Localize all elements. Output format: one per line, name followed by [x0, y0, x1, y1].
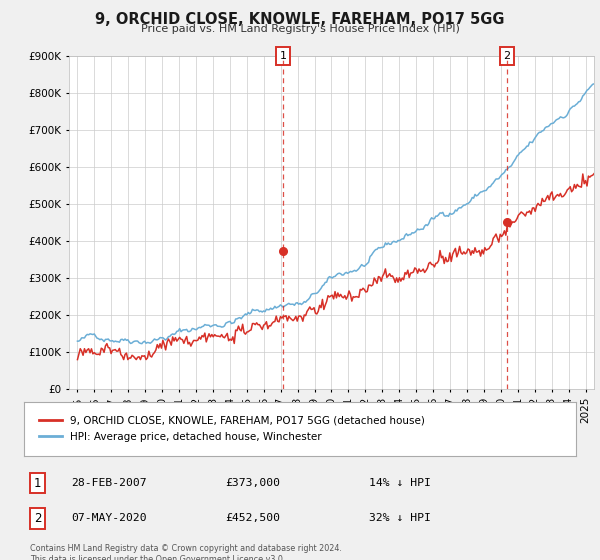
Text: 32% ↓ HPI: 32% ↓ HPI: [369, 514, 431, 524]
Text: Contains HM Land Registry data © Crown copyright and database right 2024.
This d: Contains HM Land Registry data © Crown c…: [30, 544, 342, 560]
Text: 2: 2: [34, 512, 41, 525]
Text: 9, ORCHID CLOSE, KNOWLE, FAREHAM, PO17 5GG: 9, ORCHID CLOSE, KNOWLE, FAREHAM, PO17 5…: [95, 12, 505, 27]
Text: 1: 1: [34, 477, 41, 489]
Text: 28-FEB-2007: 28-FEB-2007: [71, 478, 146, 488]
Text: 1: 1: [280, 51, 287, 61]
Text: £452,500: £452,500: [226, 514, 280, 524]
Text: £373,000: £373,000: [226, 478, 280, 488]
Text: 2: 2: [503, 51, 511, 61]
Text: Price paid vs. HM Land Registry's House Price Index (HPI): Price paid vs. HM Land Registry's House …: [140, 24, 460, 34]
Text: 14% ↓ HPI: 14% ↓ HPI: [369, 478, 431, 488]
Text: 07-MAY-2020: 07-MAY-2020: [71, 514, 146, 524]
Legend: 9, ORCHID CLOSE, KNOWLE, FAREHAM, PO17 5GG (detached house), HPI: Average price,: 9, ORCHID CLOSE, KNOWLE, FAREHAM, PO17 5…: [35, 412, 429, 446]
